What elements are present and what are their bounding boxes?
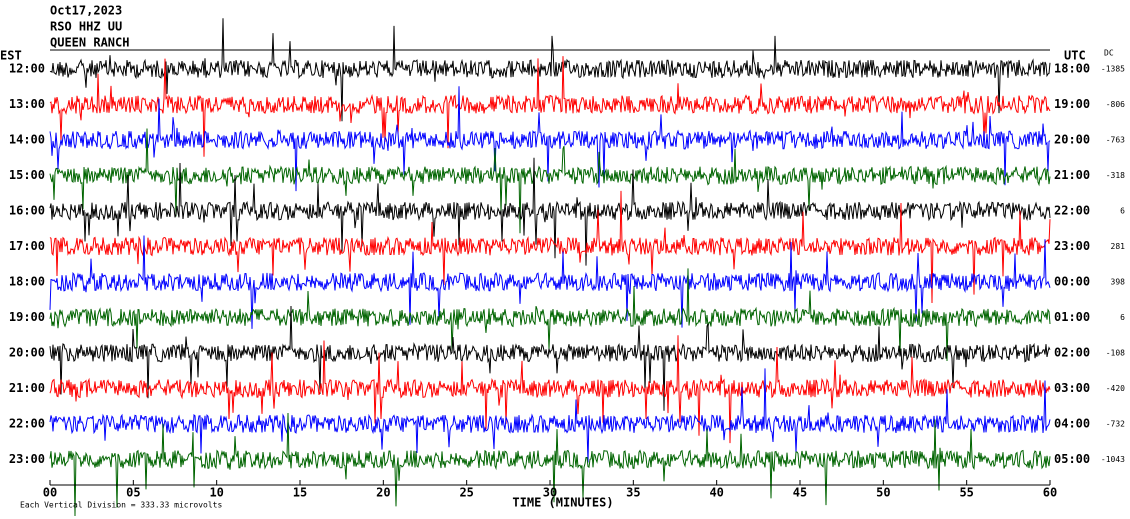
right-hour-label: 04:00 (1054, 417, 1090, 431)
left-hour-label: 15:00 (9, 168, 45, 182)
right-hour-label: 19:00 (1054, 97, 1090, 111)
dc-value: 281 (1111, 242, 1126, 251)
seismic-trace (49, 190, 1051, 304)
left-hour-label: 12:00 (9, 62, 45, 76)
x-tick-label: 05 (126, 486, 140, 500)
right-hour-label: 01:00 (1054, 310, 1090, 324)
dc-value: -806 (1106, 100, 1125, 109)
left-hour-label: 23:00 (9, 452, 45, 466)
right-hour-label: 18:00 (1054, 62, 1090, 76)
right-hour-label: 00:00 (1054, 275, 1090, 289)
x-tick-label: 00 (43, 486, 57, 500)
left-hour-label: 17:00 (9, 239, 45, 253)
dc-value: -763 (1106, 136, 1125, 145)
seismic-trace (49, 335, 1051, 444)
dc-value: -108 (1106, 349, 1125, 358)
header-line: Oct17,2023 (50, 4, 122, 18)
seismic-trace (49, 56, 1051, 157)
dc-value: -318 (1106, 171, 1125, 180)
x-tick-label: 35 (626, 486, 640, 500)
left-hour-label: 16:00 (9, 204, 45, 218)
dc-value: -1385 (1101, 65, 1125, 74)
left-hour-label: 14:00 (9, 133, 45, 147)
right-hour-label: 21:00 (1054, 168, 1090, 182)
seismic-trace (49, 268, 1051, 362)
x-tick-label: 25 (459, 486, 473, 500)
header-line: RSO HHZ UU (50, 20, 122, 34)
left-axis-title: EST (0, 49, 22, 63)
x-tick-label: 60 (1043, 486, 1057, 500)
seismic-trace (49, 235, 1051, 329)
dc-value: 6 (1120, 313, 1125, 322)
header-line: QUEEN RANCH (50, 36, 129, 50)
right-hour-label: 23:00 (1054, 239, 1090, 253)
right-axis-title: UTC (1064, 49, 1086, 63)
x-tick-label: 55 (959, 486, 973, 500)
left-hour-label: 13:00 (9, 97, 45, 111)
seismic-trace (49, 412, 1051, 517)
seismic-trace (49, 368, 1051, 463)
left-hour-label: 18:00 (9, 275, 45, 289)
x-tick-label: 10 (209, 486, 223, 500)
right-hour-label: 02:00 (1054, 346, 1090, 360)
right-hour-label: 03:00 (1054, 381, 1090, 395)
dc-value: -1043 (1101, 455, 1125, 464)
left-hour-label: 19:00 (9, 310, 45, 324)
seismic-trace (49, 157, 1051, 266)
dc-value: 6 (1120, 207, 1125, 216)
x-tick-label: 45 (793, 486, 807, 500)
x-tick-label: 15 (293, 486, 307, 500)
right-hour-label: 22:00 (1054, 204, 1090, 218)
x-tick-label: 40 (709, 486, 723, 500)
left-hour-label: 22:00 (9, 417, 45, 431)
right-hour-label: 05:00 (1054, 452, 1090, 466)
left-hour-label: 21:00 (9, 381, 45, 395)
x-tick-label: 50 (876, 486, 890, 500)
x-tick-label: 20 (376, 486, 390, 500)
seismic-trace (49, 128, 1051, 234)
footer-note: Each Vertical Division = 333.33 microvol… (20, 501, 222, 510)
left-hour-label: 20:00 (9, 346, 45, 360)
seismic-trace (49, 86, 1051, 192)
dc-title: DC (1104, 49, 1114, 58)
dc-value: -420 (1106, 384, 1125, 393)
traces (49, 18, 1051, 517)
seismic-trace (49, 18, 1051, 122)
right-hour-label: 20:00 (1054, 133, 1090, 147)
dc-value: -732 (1106, 420, 1125, 429)
dc-value: 398 (1111, 278, 1126, 287)
x-tick-label: 30 (543, 486, 557, 500)
seismic-trace (49, 305, 1051, 411)
x-axis-title: TIME (MINUTES) (512, 496, 613, 510)
